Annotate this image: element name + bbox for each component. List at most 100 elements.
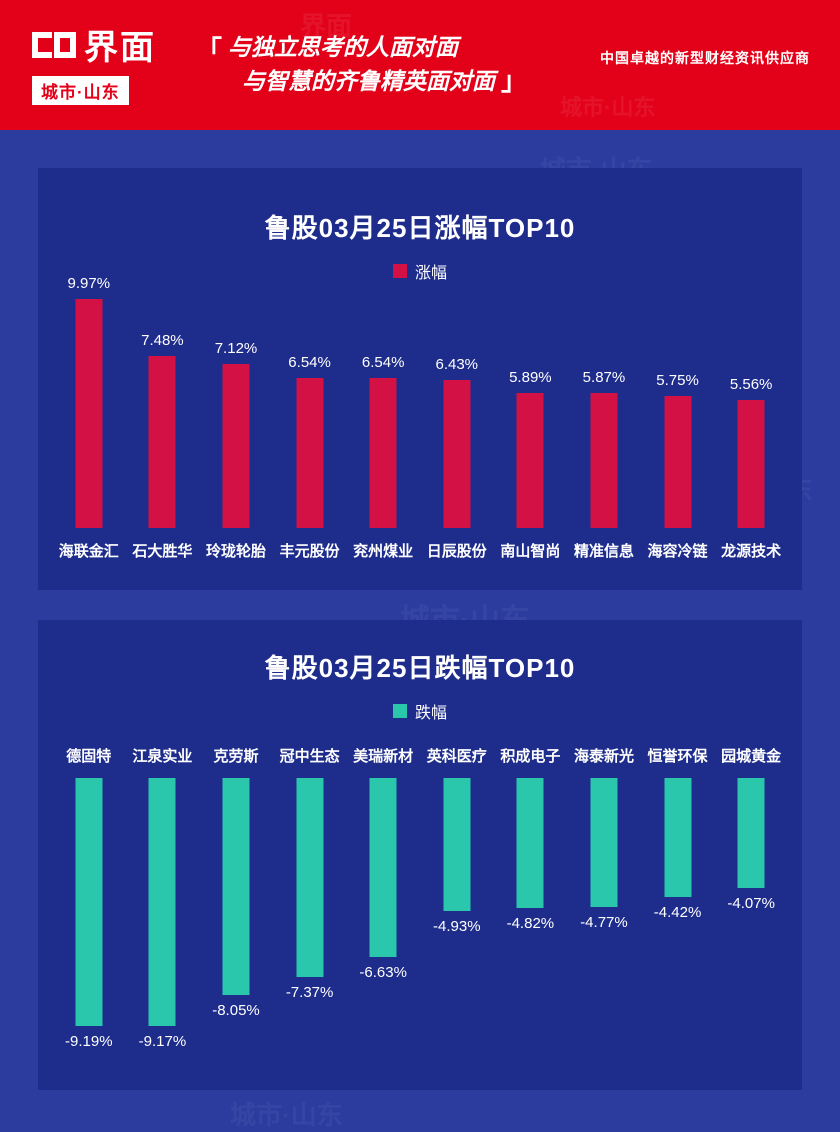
loss-bar xyxy=(516,778,544,908)
bar-column: 7.12% 玲珑轮胎 xyxy=(199,293,273,561)
quote-line-1: 与独立思考的人面对面 xyxy=(228,34,459,60)
loss-bar xyxy=(590,778,618,907)
bar-column: 5.89% 南山智尚 xyxy=(494,293,568,561)
bar-plot: -8.05% xyxy=(199,778,273,1060)
loss-bars: 德固特 -9.19% 江泉实业 -9.17% 克劳斯 -8.05% 冠中生态 -7.37% 美瑞… xyxy=(38,745,802,1060)
watermark-text: 城市·山东 xyxy=(230,1100,343,1130)
bar-column: 6.54% 丰元股份 xyxy=(273,293,347,561)
bar-plot: -4.77% xyxy=(567,778,641,1060)
bar-value-label: -4.93% xyxy=(433,918,481,935)
bar-column: 美瑞新材 -6.63% xyxy=(346,745,420,1060)
bar-plot: -9.19% xyxy=(52,778,126,1060)
bar-column: 5.56% 龙源技术 xyxy=(714,293,788,561)
gain-bars: 9.97% 海联金汇 7.48% 石大胜华 7.12% 玲珑轮胎 6.54% 丰元股份 6.54… xyxy=(38,275,802,561)
loss-chart-title: 鲁股03月25日跌幅TOP10 xyxy=(264,653,576,683)
quote-line-2: 与智慧的齐鲁精英面对面 xyxy=(242,68,496,94)
quote-open-bracket: 「 xyxy=(196,35,223,65)
bar-column: 英科医疗 -4.93% xyxy=(420,745,494,1060)
bar-category-label: 精准信息 xyxy=(573,543,634,560)
bar-category-label: 丰元股份 xyxy=(279,543,340,560)
bar-category-label: 海容冷链 xyxy=(647,543,708,560)
bar-category-label: 江泉实业 xyxy=(132,748,193,765)
bar-value-label: 7.12% xyxy=(214,340,258,357)
bar-value-label: -4.07% xyxy=(727,895,775,912)
bar-plot: 7.48% xyxy=(126,293,200,528)
bar-category-label: 日辰股份 xyxy=(426,543,487,560)
bar-column: 6.54% 兖州煤业 xyxy=(346,293,420,561)
logo-region-badge: 城市·山东 xyxy=(32,76,129,105)
bar-category-label: 园城黄金 xyxy=(721,748,782,765)
bar-plot: 5.56% xyxy=(714,293,788,528)
loss-bar xyxy=(148,778,176,1026)
bar-column: 7.48% 石大胜华 xyxy=(126,293,200,561)
bar-plot: -6.63% xyxy=(346,778,420,1060)
loss-bar xyxy=(222,778,250,995)
bar-column: 冠中生态 -7.37% xyxy=(273,745,347,1060)
bar-category-label: 海联金汇 xyxy=(58,543,119,560)
bar-column: 园城黄金 -4.07% xyxy=(714,745,788,1060)
jiemian-logo: 界面 城市·山东 xyxy=(32,20,156,105)
bar-column: 恒誉环保 -4.42% xyxy=(641,745,715,1060)
header: 城市·山东 界面 界面 城市·山东 「 与独立思考的人面对面 与智慧的齐鲁精英面… xyxy=(0,0,840,130)
bar-value-label: 6.43% xyxy=(435,356,479,373)
bar-category-label: 玲珑轮胎 xyxy=(205,543,266,560)
loss-legend-swatch xyxy=(392,704,407,718)
bar-plot: 6.43% xyxy=(420,293,494,528)
bar-value-label: -4.77% xyxy=(580,914,628,931)
bar-column: 6.43% 日辰股份 xyxy=(420,293,494,561)
gain-bar xyxy=(369,378,397,528)
bar-category-label: 积成电子 xyxy=(500,748,561,765)
bar-value-label: -7.37% xyxy=(285,984,334,1001)
watermark-text: 城市·山东 xyxy=(560,95,656,120)
bar-plot: 5.87% xyxy=(567,293,641,528)
bar-plot: 9.97% xyxy=(52,275,126,528)
bar-column: 江泉实业 -9.17% xyxy=(126,745,200,1060)
logo-text: 界面 xyxy=(84,29,156,67)
bar-category-label: 克劳斯 xyxy=(213,748,259,765)
bar-plot: -4.07% xyxy=(714,778,788,1060)
gain-bar xyxy=(737,400,765,528)
gain-bar xyxy=(222,364,250,528)
bar-value-label: 5.89% xyxy=(509,369,552,386)
bar-column: 9.97% 海联金汇 xyxy=(52,275,126,561)
bar-value-label: 9.97% xyxy=(67,275,111,292)
header-tagline: 中国卓越的新型财经资讯供应商 xyxy=(600,50,810,66)
loss-bar xyxy=(664,778,692,897)
header-quote: 「 与独立思考的人面对面 与智慧的齐鲁精英面对面 」 xyxy=(196,30,527,98)
loss-bar xyxy=(443,778,471,911)
quote-close-bracket: 」 xyxy=(501,66,528,96)
loss-bar xyxy=(369,778,397,957)
bar-plot: -4.42% xyxy=(641,778,715,1060)
bar-plot: -4.93% xyxy=(420,778,494,1060)
bar-value-label: -9.17% xyxy=(138,1033,187,1050)
loss-legend-label: 跌幅 xyxy=(414,705,447,722)
bar-value-label: 6.54% xyxy=(288,354,331,371)
bar-column: 5.87% 精准信息 xyxy=(567,293,641,561)
bar-value-label: 7.48% xyxy=(141,332,184,349)
bar-column: 5.75% 海容冷链 xyxy=(641,293,715,561)
bar-category-label: 龙源技术 xyxy=(721,543,782,560)
bar-value-label: 5.56% xyxy=(729,376,773,393)
loss-bar xyxy=(75,778,103,1026)
bar-category-label: 南山智尚 xyxy=(500,543,561,560)
gain-chart-title: 鲁股03月25日涨幅TOP10 xyxy=(264,213,576,243)
loss-bar xyxy=(737,778,765,888)
bar-value-label: -6.63% xyxy=(359,964,407,981)
loss-chart-legend: 跌幅 xyxy=(38,699,802,723)
bar-plot: 6.54% xyxy=(273,293,347,528)
bar-category-label: 美瑞新材 xyxy=(353,748,414,765)
gain-legend-label: 涨幅 xyxy=(414,265,447,282)
bar-category-label: 德固特 xyxy=(66,748,112,765)
bar-plot: -7.37% xyxy=(273,778,347,1060)
bar-category-label: 恒誉环保 xyxy=(647,748,708,765)
bar-category-label: 海泰新光 xyxy=(573,748,634,765)
bar-plot: -9.17% xyxy=(126,778,200,1060)
gain-bar xyxy=(148,356,176,528)
bar-column: 克劳斯 -8.05% xyxy=(199,745,273,1060)
gain-bar xyxy=(516,393,544,528)
bar-value-label: 5.75% xyxy=(656,372,699,389)
bar-plot: 5.89% xyxy=(494,293,568,528)
bar-category-label: 冠中生态 xyxy=(279,748,340,765)
bar-value-label: -4.42% xyxy=(653,904,702,921)
